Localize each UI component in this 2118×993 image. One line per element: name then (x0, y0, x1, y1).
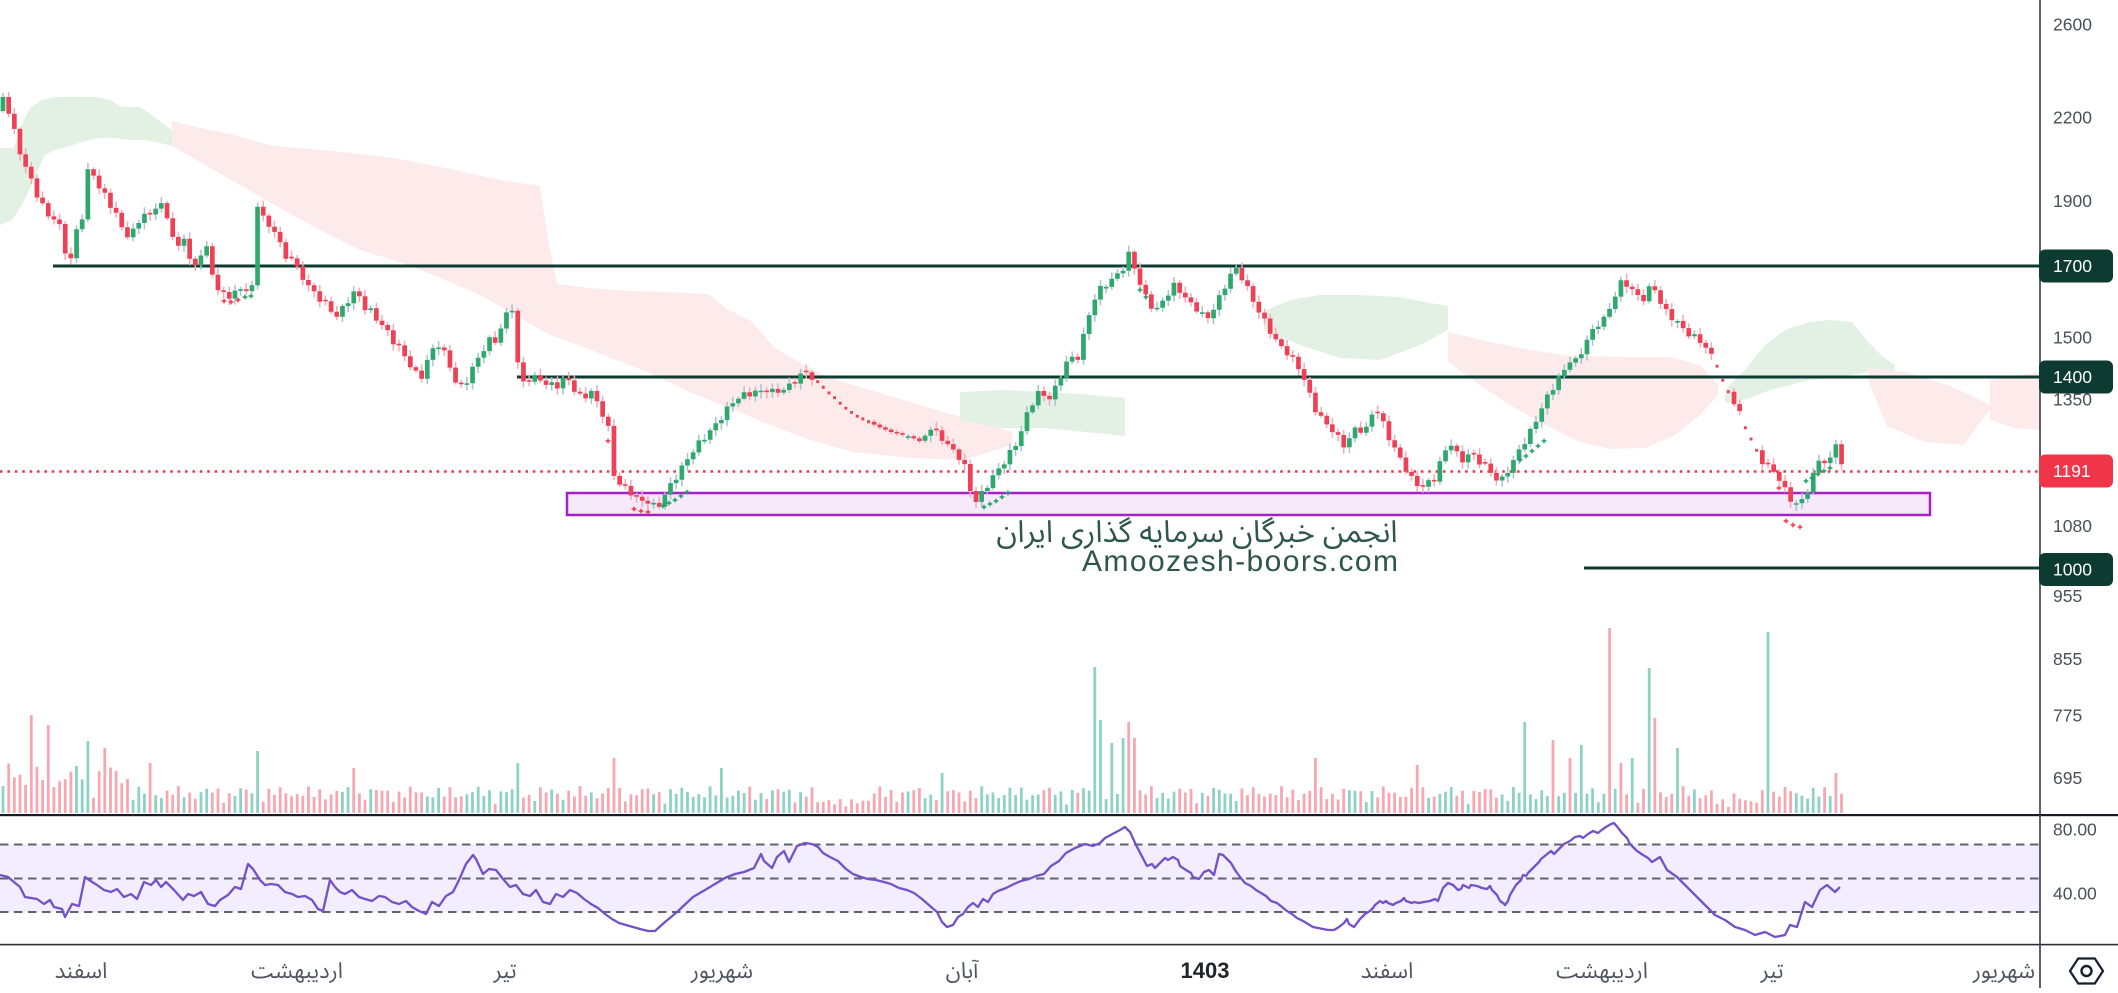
svg-text:2200: 2200 (2053, 108, 2092, 128)
svg-text:695: 695 (2053, 768, 2082, 788)
svg-text:1000: 1000 (2053, 560, 2092, 580)
svg-text:80.00: 80.00 (2053, 820, 2097, 840)
svg-text:1080: 1080 (2053, 516, 2092, 536)
svg-text:Amoozesh-boors.com: Amoozesh-boors.com (1082, 545, 1398, 578)
svg-text:40.00: 40.00 (2053, 884, 2097, 904)
svg-text:1700: 1700 (2053, 256, 2092, 276)
svg-text:1403: 1403 (1181, 958, 1230, 983)
svg-text:1191: 1191 (2053, 461, 2091, 481)
svg-text:1500: 1500 (2053, 328, 2092, 348)
svg-text:1350: 1350 (2053, 390, 2092, 410)
svg-text:2600: 2600 (2053, 14, 2092, 34)
svg-text:1400: 1400 (2053, 367, 2092, 387)
svg-text:955: 955 (2053, 586, 2082, 606)
svg-text:855: 855 (2053, 649, 2082, 669)
svg-text:775: 775 (2053, 705, 2082, 725)
svg-text:1900: 1900 (2053, 191, 2092, 211)
